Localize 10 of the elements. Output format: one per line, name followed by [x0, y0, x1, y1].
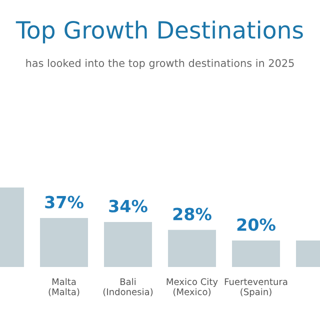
chart-title: Top Growth Destinations — [16, 20, 303, 44]
x-tick-label: Fuerteventura (Spain) — [224, 278, 288, 297]
data-label: 37% — [45, 196, 84, 208]
x-tick-label: Bali (Indonesia) — [103, 278, 153, 296]
data-label: 28% — [173, 208, 212, 220]
data-label: 34% — [109, 200, 148, 212]
data-label: 20% — [237, 218, 276, 231]
chart-subtitle: has looked into the top growth destinations in 2025 — [26, 58, 294, 70]
x-tick-label: Mexico City (Mexico) — [166, 278, 218, 296]
x-tick-label: Malta (Malta) — [48, 278, 80, 296]
